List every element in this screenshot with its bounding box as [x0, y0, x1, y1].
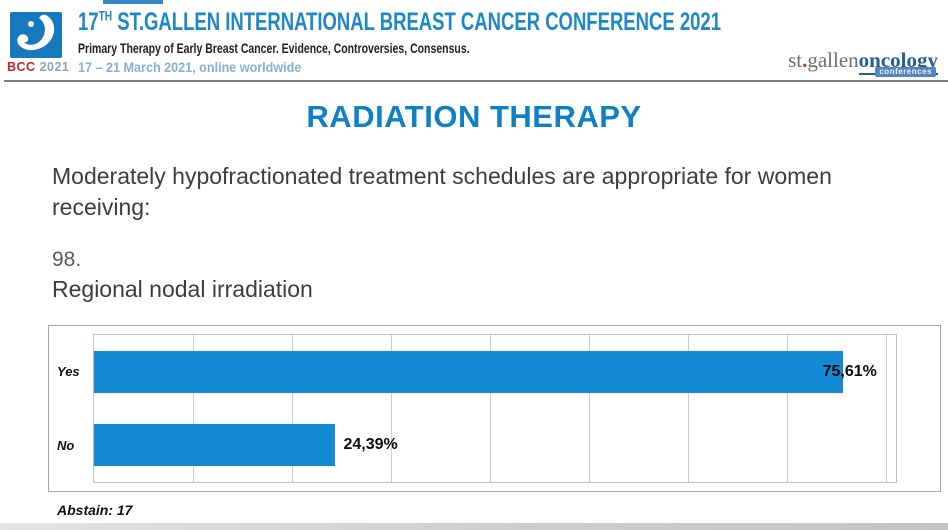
- org-dot: .: [802, 48, 808, 72]
- conference-dates: 17 – 21 March 2021, online worldwide: [78, 59, 302, 75]
- bottom-edge-artifact: [0, 523, 948, 530]
- org-middle: gallen: [807, 48, 859, 72]
- swan-icon: [10, 12, 62, 58]
- gridline-80: [886, 335, 888, 482]
- header-divider: [4, 80, 948, 82]
- chart-row-yes: Yes 75,61%: [57, 335, 896, 409]
- value-label-yes: 75,61%: [822, 362, 877, 380]
- question-number: 98.: [52, 248, 82, 271]
- category-label-yes: Yes: [57, 364, 80, 380]
- question-item: Regional nodal irradiation: [52, 276, 313, 302]
- gridline-10: [193, 335, 194, 482]
- value-label-no: 24,39%: [343, 436, 398, 454]
- category-label-no: No: [57, 437, 75, 453]
- section-title: RADIATION THERAPY: [306, 99, 642, 134]
- chart-plot-area: Yes 75,61% No 24,39%: [57, 334, 897, 483]
- question-text: Moderately hypofractionated treatment sc…: [52, 163, 832, 220]
- title-ordinal: TH: [98, 8, 113, 24]
- title-text: ST.GALLEN INTERNATIONAL BREAST CANCER CO…: [112, 8, 722, 36]
- title-number: 17: [78, 8, 99, 36]
- gridline-20: [292, 335, 294, 482]
- org-conferences-badge: conferences: [875, 67, 936, 77]
- gridline-50: [589, 335, 591, 482]
- chart-row-no: No 24,39%: [57, 409, 896, 483]
- bcc-logo-caption: BCC 2021: [7, 60, 77, 74]
- abstain-note: Abstain: 17: [57, 502, 133, 518]
- stgallen-oncology-logo: st.gallenoncology conferences: [788, 48, 938, 77]
- conference-subtitle: Primary Therapy of Early Breast Cancer. …: [78, 40, 470, 56]
- org-prefix: st: [788, 48, 803, 72]
- top-edge-artifact: [103, 0, 163, 4]
- gridline-30: [391, 335, 393, 482]
- gridline-70: [787, 335, 789, 482]
- gridline-60: [688, 335, 690, 482]
- bcc-year: 2021: [39, 60, 70, 74]
- conference-title: 17TH ST.GALLEN INTERNATIONAL BREAST CANC…: [78, 8, 721, 37]
- org-suffix: oncology: [858, 48, 938, 75]
- gridline-40: [490, 335, 492, 482]
- bar-no: [94, 424, 336, 467]
- bcc-logo: [10, 12, 62, 58]
- bar-yes: [94, 350, 843, 393]
- poll-results-chart: Yes 75,61% No 24,39%: [48, 325, 941, 492]
- bcc-acronym: BCC: [7, 60, 36, 74]
